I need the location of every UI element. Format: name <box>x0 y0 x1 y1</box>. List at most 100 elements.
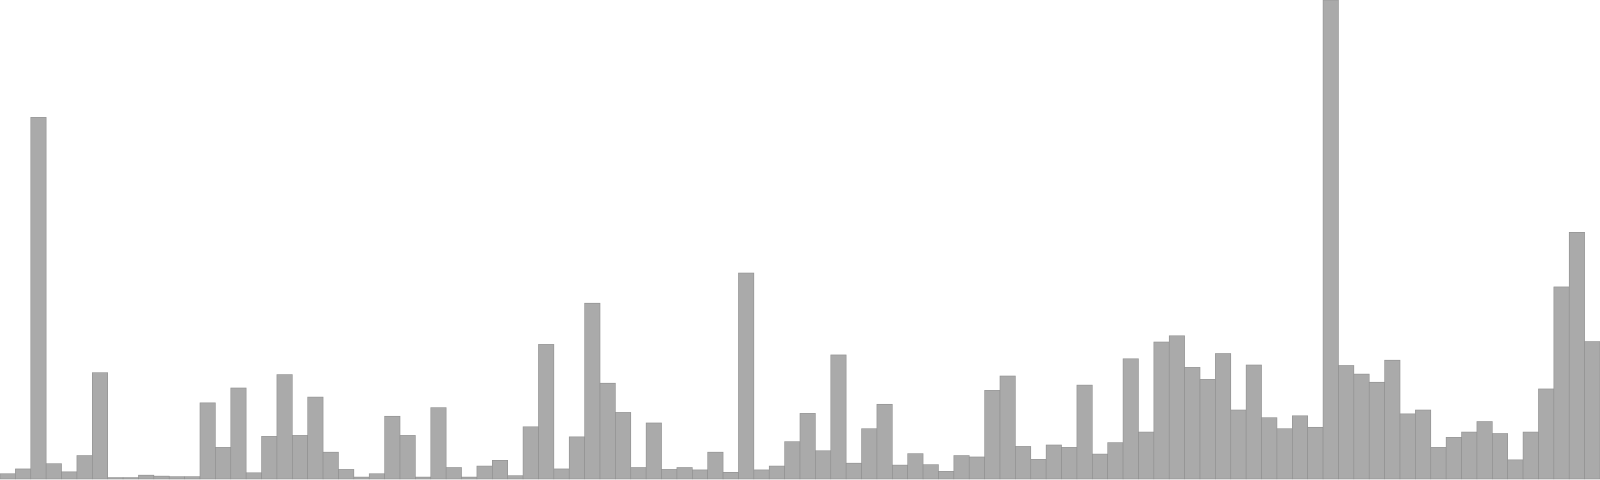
bar-6 <box>76 455 93 480</box>
bar-62 <box>938 471 955 480</box>
bar-88 <box>1338 365 1355 480</box>
bar-13 <box>184 476 201 480</box>
bar-104 <box>1584 341 1600 480</box>
bar-103 <box>1568 232 1585 480</box>
bar-9 <box>122 477 139 480</box>
bar-78 <box>1184 367 1201 480</box>
bar-59 <box>892 464 908 480</box>
bar-24 <box>353 476 370 480</box>
bar-52 <box>784 441 801 480</box>
bar-85 <box>1292 415 1308 480</box>
bar-22 <box>322 451 339 480</box>
bar-19 <box>276 374 293 480</box>
bar-94 <box>1430 447 1447 480</box>
bar-47 <box>707 451 724 480</box>
bar-76 <box>1153 341 1170 480</box>
bar-15 <box>215 447 232 480</box>
bar-71 <box>1076 384 1093 480</box>
bar-44 <box>661 469 678 480</box>
bar-77 <box>1168 335 1185 480</box>
bar-83 <box>1261 417 1278 480</box>
bar-12 <box>168 476 185 480</box>
bar-56 <box>845 462 862 480</box>
bar-67 <box>1015 446 1032 480</box>
bar-66 <box>999 375 1016 480</box>
bar-48 <box>722 471 739 480</box>
bar-58 <box>876 403 893 480</box>
bar-43 <box>645 422 662 480</box>
bar-53 <box>799 413 816 480</box>
bar-28 <box>415 476 432 480</box>
bar-2 <box>15 468 32 480</box>
bar-100 <box>1522 431 1539 480</box>
bar-46 <box>692 469 708 480</box>
bar-4 <box>45 463 62 480</box>
bar-60 <box>907 453 924 480</box>
bar-39 <box>584 302 601 480</box>
bar-68 <box>1030 459 1047 480</box>
bar-74 <box>1122 358 1139 480</box>
bar-14 <box>199 402 216 480</box>
bar-61 <box>922 464 939 480</box>
bar-35 <box>522 426 539 480</box>
bar-92 <box>1399 413 1416 480</box>
bar-87 <box>1322 0 1339 480</box>
bar-37 <box>553 468 570 480</box>
bar-33 <box>492 460 508 480</box>
bar-17 <box>245 472 262 480</box>
bar-42 <box>630 467 647 480</box>
bar-93 <box>1415 409 1432 480</box>
bar-102 <box>1553 286 1570 480</box>
bar-23 <box>338 469 355 480</box>
bar-8 <box>107 477 124 480</box>
bar-84 <box>1276 428 1293 480</box>
bar-91 <box>1384 359 1401 480</box>
bar-30 <box>445 467 462 480</box>
bar-21 <box>307 396 324 480</box>
bar-34 <box>507 475 524 480</box>
bar-63 <box>953 455 970 480</box>
bar-36 <box>538 344 555 480</box>
bar-31 <box>461 476 478 480</box>
bar-25 <box>368 473 385 480</box>
bar-49 <box>738 272 755 480</box>
bar-57 <box>861 428 878 480</box>
bar-5 <box>61 471 78 480</box>
bar-54 <box>815 450 832 480</box>
bar-3 <box>30 117 47 480</box>
bar-80 <box>1215 353 1232 480</box>
bar-20 <box>292 435 308 480</box>
bar-11 <box>153 475 170 480</box>
bar-99 <box>1507 459 1524 480</box>
bar-50 <box>753 469 770 480</box>
bar-79 <box>1199 379 1216 480</box>
bar-86 <box>1307 426 1324 480</box>
bar-27 <box>399 435 416 480</box>
bar-82 <box>1245 364 1262 480</box>
bar-29 <box>430 407 447 480</box>
bar-51 <box>768 465 785 480</box>
bar-75 <box>1138 431 1155 480</box>
bar-16 <box>230 387 247 480</box>
bar-89 <box>1353 373 1370 480</box>
bar-18 <box>261 436 278 480</box>
bar-69 <box>1045 444 1062 480</box>
bar-1 <box>0 473 16 480</box>
bar-41 <box>615 412 632 480</box>
bar-97 <box>1476 421 1493 480</box>
bar-40 <box>599 382 616 480</box>
bar-73 <box>1107 442 1124 480</box>
bar-32 <box>476 465 493 480</box>
bar-90 <box>1368 381 1385 480</box>
bar-26 <box>384 415 401 480</box>
bar-65 <box>984 390 1001 480</box>
bar-95 <box>1445 437 1462 480</box>
bar-45 <box>676 467 693 480</box>
bar-10 <box>138 474 155 480</box>
bar-55 <box>830 354 847 480</box>
bar-101 <box>1538 388 1555 480</box>
bar-70 <box>1061 447 1078 480</box>
